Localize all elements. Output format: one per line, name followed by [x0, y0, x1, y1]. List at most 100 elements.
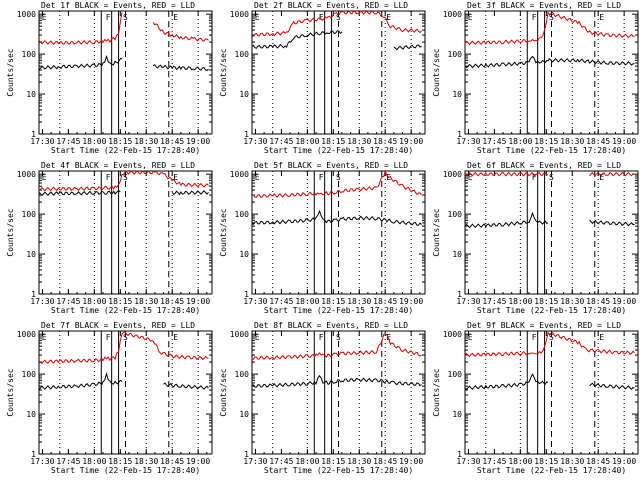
- x-axis-label: Start Time (22-Feb-15 17:28:40): [477, 146, 626, 155]
- x-tick-label: 18:15: [321, 137, 345, 146]
- x-tick-label: 18:00: [508, 137, 532, 146]
- panel-2: Det 2f BLACK = Events, RED = LLD 1 10 100 10…: [219, 1, 426, 155]
- event-marker-label: E: [599, 333, 604, 342]
- event-marker-label: F: [319, 333, 324, 342]
- event-marker-label: E: [468, 13, 473, 22]
- x-tick-label: 17:30: [456, 137, 480, 146]
- x-tick-label: 18:30: [347, 297, 371, 306]
- events-series-line: [163, 382, 209, 390]
- y-tick-label: 100: [448, 50, 463, 59]
- events-series-line: [589, 219, 635, 227]
- event-marker-label: S: [336, 173, 341, 182]
- x-tick-label: 18:00: [295, 297, 319, 306]
- y-tick-label: 100: [235, 50, 250, 59]
- x-tick-label: 18:15: [108, 297, 132, 306]
- event-marker-label: E: [468, 173, 473, 182]
- events-series-line: [171, 190, 209, 196]
- x-tick-label: 18:00: [295, 457, 319, 466]
- x-tick-label: 18:45: [160, 137, 184, 146]
- x-axis-label: Start Time (22-Feb-15 17:28:40): [51, 146, 200, 155]
- x-tick-label: 17:30: [456, 457, 480, 466]
- y-tick-label: 100: [22, 50, 37, 59]
- chart-title: Det 6f BLACK = Events, RED = LLD: [467, 161, 621, 170]
- x-tick-label: 17:30: [30, 457, 54, 466]
- x-tick-label: 18:00: [82, 137, 106, 146]
- x-tick-label: 18:00: [508, 297, 532, 306]
- y-tick-label: 100: [235, 370, 250, 379]
- y-tick-label: 10: [452, 90, 462, 99]
- x-tick-label: 17:45: [482, 297, 506, 306]
- x-axis-label: Start Time (22-Feb-15 17:28:40): [264, 466, 413, 475]
- events-series-line: [464, 55, 635, 69]
- event-marker-label: F: [319, 173, 324, 182]
- x-tick-label: 17:30: [243, 297, 267, 306]
- x-tick-label: 18:30: [347, 457, 371, 466]
- y-tick-label: 1: [31, 290, 36, 299]
- y-tick-label: 1000: [17, 10, 36, 19]
- x-tick-label: 17:45: [269, 457, 293, 466]
- events-series-line: [251, 209, 422, 226]
- x-tick-label: 18:45: [373, 297, 397, 306]
- x-tick-label: 19:00: [612, 457, 636, 466]
- x-tick-label: 18:00: [82, 297, 106, 306]
- y-axis-label: Counts/sec: [6, 368, 15, 416]
- y-tick-label: 1: [244, 130, 249, 139]
- y-tick-label: 1: [457, 130, 462, 139]
- x-tick-label: 18:30: [347, 137, 371, 146]
- event-marker-label: S: [336, 13, 341, 22]
- events-series-line: [589, 382, 635, 391]
- chart-title: Det 9f BLACK = Events, RED = LLD: [467, 321, 621, 330]
- lld-series-line: [464, 331, 635, 358]
- lld-series-line: [251, 10, 422, 37]
- y-axis-label: Counts/sec: [219, 48, 228, 96]
- y-tick-label: 100: [448, 370, 463, 379]
- lld-series-line: [251, 333, 422, 360]
- event-marker-label: E: [386, 13, 391, 22]
- y-tick-label: 1: [457, 290, 462, 299]
- y-tick-label: 1000: [230, 10, 249, 19]
- x-tick-label: 18:15: [534, 457, 558, 466]
- y-tick-label: 100: [448, 210, 463, 219]
- x-axis-label: Start Time (22-Feb-15 17:28:40): [264, 146, 413, 155]
- event-marker-label: S: [549, 13, 554, 22]
- events-series-line: [38, 371, 123, 390]
- panel-4: Det 4f BLACK = Events, RED = LLD 1 10 100 10…: [6, 161, 213, 315]
- y-axis-label: Counts/sec: [6, 48, 15, 96]
- x-tick-label: 18:15: [534, 137, 558, 146]
- y-tick-label: 1000: [230, 170, 249, 179]
- x-tick-label: 18:30: [560, 137, 584, 146]
- x-tick-label: 18:15: [108, 137, 132, 146]
- event-marker-label: F: [532, 13, 537, 22]
- y-tick-label: 1: [31, 130, 36, 139]
- chart-title: Det 5f BLACK = Events, RED = LLD: [254, 161, 408, 170]
- x-tick-label: 17:45: [56, 457, 80, 466]
- panel-3: Det 3f BLACK = Events, RED = LLD 1 10 100 10…: [432, 1, 639, 155]
- event-marker-label: S: [123, 173, 128, 182]
- x-tick-label: 17:45: [482, 457, 506, 466]
- chart-title: Det 4f BLACK = Events, RED = LLD: [41, 161, 195, 170]
- x-tick-label: 18:45: [373, 137, 397, 146]
- x-axis-label: Start Time (22-Feb-15 17:28:40): [477, 466, 626, 475]
- y-tick-label: 10: [26, 410, 36, 419]
- x-tick-label: 17:30: [243, 137, 267, 146]
- y-tick-label: 1: [31, 450, 36, 459]
- lld-series-line: [152, 21, 209, 42]
- x-tick-label: 18:45: [586, 137, 610, 146]
- x-tick-label: 18:30: [134, 297, 158, 306]
- x-tick-label: 17:45: [269, 297, 293, 306]
- y-tick-label: 10: [452, 250, 462, 259]
- event-marker-label: F: [106, 333, 111, 342]
- x-tick-label: 17:45: [269, 137, 293, 146]
- x-axis-label: Start Time (22-Feb-15 17:28:40): [477, 306, 626, 315]
- x-tick-label: 18:30: [134, 457, 158, 466]
- y-tick-label: 10: [26, 90, 36, 99]
- events-series-line: [251, 30, 343, 49]
- x-axis-label: Start Time (22-Feb-15 17:28:40): [264, 306, 413, 315]
- x-tick-label: 17:45: [482, 137, 506, 146]
- y-tick-label: 1000: [443, 170, 462, 179]
- x-axis-label: Start Time (22-Feb-15 17:28:40): [51, 306, 200, 315]
- y-tick-label: 10: [452, 410, 462, 419]
- y-tick-label: 1000: [443, 10, 462, 19]
- event-marker-label: F: [532, 333, 537, 342]
- y-axis-label: Counts/sec: [219, 368, 228, 416]
